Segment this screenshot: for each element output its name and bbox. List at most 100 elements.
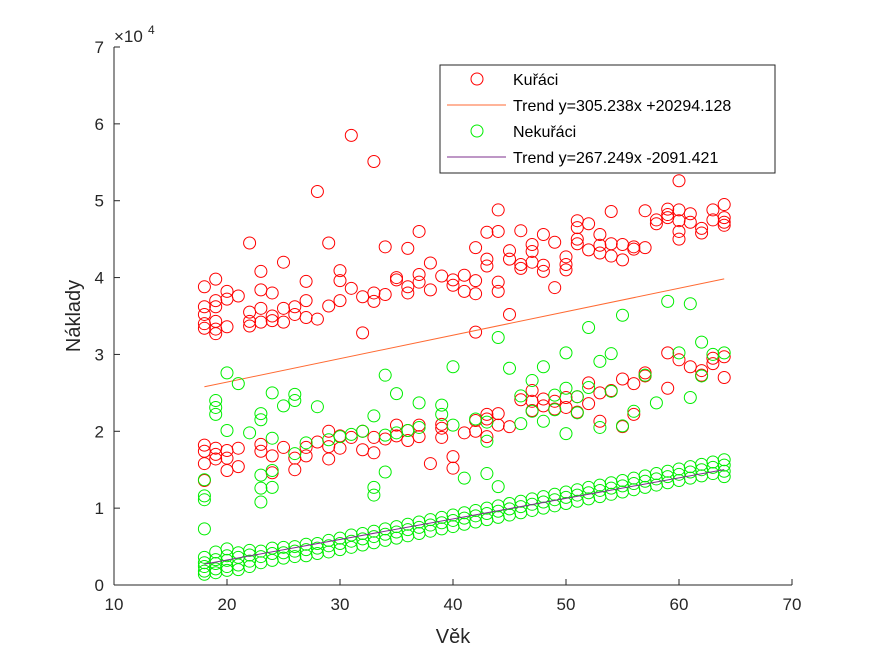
data-point <box>423 283 437 297</box>
data-point <box>220 463 234 477</box>
data-point <box>469 274 483 288</box>
data-point <box>638 368 652 382</box>
data-point <box>265 546 279 560</box>
data-point <box>536 360 550 374</box>
data-point <box>536 228 550 242</box>
data-point <box>209 553 223 567</box>
data-point <box>209 447 223 461</box>
data-point <box>548 394 562 408</box>
data-point <box>288 463 302 477</box>
x-tick-label: 60 <box>670 595 689 614</box>
data-point <box>559 258 573 272</box>
data-point <box>299 436 313 450</box>
data-point <box>503 244 516 258</box>
data-point <box>593 228 607 242</box>
data-point <box>231 289 245 303</box>
data-point <box>322 299 336 313</box>
data-point <box>333 264 347 278</box>
data-point <box>209 327 223 341</box>
legend-label-trend-nekuraci: Trend y=267.249x -2091.421 <box>513 150 718 167</box>
data-point <box>661 346 675 360</box>
data-point <box>390 273 403 287</box>
data-point <box>672 232 686 246</box>
data-point <box>582 397 596 411</box>
data-point <box>412 275 426 289</box>
data-point <box>401 241 415 255</box>
data-point <box>503 307 516 321</box>
data-point <box>299 294 313 308</box>
x-tick-label: 50 <box>557 595 576 614</box>
data-point <box>367 488 381 502</box>
data-point <box>277 440 290 454</box>
data-point <box>197 280 211 294</box>
data-point <box>367 446 381 460</box>
data-point <box>503 252 516 266</box>
data-point <box>254 481 268 495</box>
data-point <box>209 407 223 421</box>
data-point <box>243 305 257 319</box>
data-point <box>288 300 302 314</box>
trend-line <box>204 278 725 388</box>
data-point <box>243 426 257 440</box>
data-point <box>661 208 675 222</box>
data-point <box>322 452 336 466</box>
data-point <box>378 287 392 301</box>
series-3 <box>204 469 725 565</box>
data-point <box>695 221 709 235</box>
data-point <box>491 331 505 345</box>
data-point <box>344 128 358 142</box>
data-point <box>525 384 539 398</box>
data-point <box>209 400 223 414</box>
data-point <box>412 396 426 410</box>
data-point <box>457 268 471 282</box>
data-point <box>604 249 618 263</box>
data-point <box>446 418 460 432</box>
data-point <box>582 376 596 390</box>
data-point <box>536 264 550 278</box>
data-point <box>435 398 449 412</box>
legend-marker-kuraci <box>470 72 484 86</box>
data-point <box>616 372 629 386</box>
x-tick-label: 70 <box>783 595 802 614</box>
data-point <box>220 320 234 334</box>
data-point <box>525 244 539 258</box>
y-tick-label: 7 <box>95 38 104 57</box>
data-point <box>706 203 720 217</box>
data-point <box>616 308 629 322</box>
legend-label-trend-kuraci: Trend y=305.238x +20294.128 <box>513 98 731 115</box>
data-point <box>344 430 358 444</box>
data-point <box>638 241 652 255</box>
data-point <box>356 290 370 304</box>
data-point <box>593 354 607 368</box>
data-point <box>559 346 573 360</box>
data-point <box>717 215 731 229</box>
data-point <box>390 429 403 443</box>
data-point <box>616 419 629 433</box>
data-point <box>197 307 211 321</box>
data-point <box>197 493 211 507</box>
data-point <box>243 543 257 557</box>
data-point <box>220 284 234 298</box>
data-point <box>322 424 336 438</box>
data-point <box>243 314 257 328</box>
data-point <box>412 224 426 238</box>
data-point <box>717 198 731 212</box>
data-point <box>446 278 460 292</box>
data-point <box>435 407 449 421</box>
legend: Kuřáci Trend y=305.238x +20294.128 Nekuř… <box>439 64 776 174</box>
data-point <box>480 407 494 421</box>
trend-line <box>204 469 725 565</box>
data-point <box>717 211 731 225</box>
data-point <box>367 480 381 494</box>
data-point <box>514 224 528 238</box>
data-point <box>197 321 211 335</box>
data-point <box>265 463 279 477</box>
data-point <box>367 409 381 423</box>
y-exponent-base: ×10 <box>114 27 143 46</box>
data-point <box>243 560 257 574</box>
data-point <box>367 294 381 308</box>
data-point <box>254 413 268 427</box>
data-point <box>254 301 268 315</box>
data-point <box>378 465 392 479</box>
data-point <box>254 495 268 509</box>
